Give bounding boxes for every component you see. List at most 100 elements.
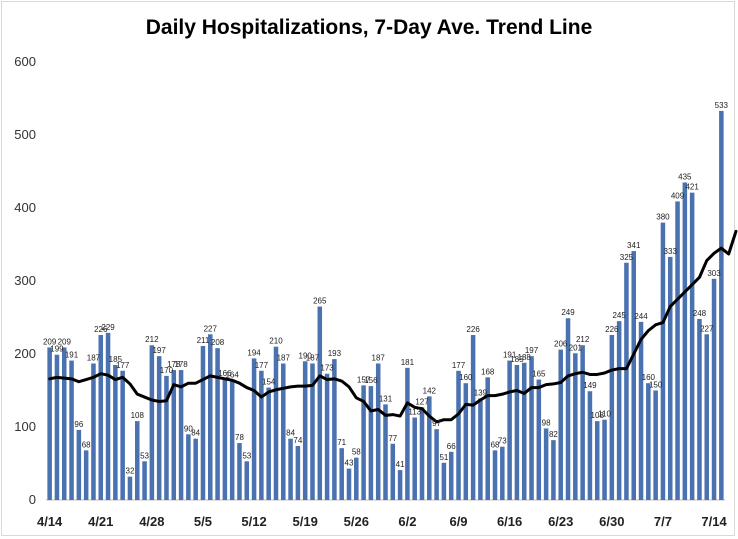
bar [602, 419, 607, 500]
data-label: 244 [634, 312, 648, 321]
bar [105, 332, 111, 500]
data-label: 187 [87, 353, 101, 362]
data-label: 139 [474, 389, 488, 398]
x-tick-label: 6/9 [449, 514, 467, 529]
bar [346, 468, 352, 500]
data-label: 193 [328, 349, 342, 358]
data-label: 227 [700, 324, 714, 333]
data-label: 229 [101, 323, 115, 332]
data-label: 77 [388, 434, 397, 443]
bar [281, 363, 286, 500]
bar [317, 306, 323, 500]
bar [310, 363, 315, 500]
data-label: 68 [82, 440, 91, 449]
data-label: 206 [554, 340, 568, 349]
bar [375, 363, 381, 500]
bar [113, 364, 118, 500]
bar [324, 373, 330, 500]
bar [704, 334, 710, 500]
bar [251, 358, 257, 500]
bar [259, 370, 264, 500]
bar [200, 345, 206, 500]
bar [434, 429, 439, 500]
trend-line [48, 229, 738, 424]
bar [178, 370, 184, 500]
bar [54, 354, 60, 500]
data-label: 74 [293, 436, 302, 445]
data-label: 166 [218, 369, 232, 378]
data-label: 84 [286, 429, 295, 438]
x-tick-label: 6/2 [398, 514, 416, 529]
data-label: 533 [715, 101, 729, 110]
bar [237, 443, 242, 500]
data-label: 90 [184, 424, 193, 433]
y-tick-label: 400 [14, 200, 36, 215]
bar [448, 451, 454, 500]
data-label: 165 [532, 370, 546, 379]
x-tick-label: 4/14 [37, 514, 63, 529]
bar [244, 461, 250, 500]
data-label: 245 [612, 311, 626, 320]
data-label: 142 [423, 386, 437, 395]
data-label: 341 [627, 241, 641, 250]
y-tick-label: 300 [14, 273, 36, 288]
data-label: 185 [510, 355, 524, 364]
bar [558, 349, 563, 500]
bar [580, 345, 585, 500]
bar [419, 407, 425, 500]
data-label: 82 [549, 430, 558, 439]
data-label: 41 [396, 460, 405, 469]
x-tick-label: 6/16 [497, 514, 522, 529]
data-label: 333 [664, 247, 678, 256]
data-label: 156 [364, 376, 378, 385]
bar [638, 321, 644, 500]
data-label: 108 [591, 411, 605, 420]
bar [383, 404, 388, 500]
bar [149, 345, 155, 500]
x-tick-label: 4/28 [139, 514, 164, 529]
bar [689, 192, 695, 501]
data-label: 248 [693, 309, 707, 318]
data-label: 185 [109, 355, 123, 364]
data-label: 191 [65, 351, 79, 360]
bar [500, 446, 505, 500]
data-label: 66 [447, 442, 456, 451]
data-label: 160 [459, 373, 473, 382]
bar [492, 450, 498, 500]
bar [616, 321, 622, 500]
bar [667, 256, 673, 500]
bar [164, 375, 169, 500]
bar [69, 360, 74, 500]
x-tick-label: 5/26 [344, 514, 369, 529]
bar [441, 462, 447, 500]
data-label: 190 [299, 351, 313, 360]
data-label: 187 [306, 353, 320, 362]
data-label: 181 [401, 358, 415, 367]
bar [405, 367, 410, 500]
bar [295, 445, 301, 500]
x-tick-label: 6/30 [599, 514, 624, 529]
bar [76, 429, 82, 500]
data-label: 210 [269, 337, 283, 346]
data-label: 149 [583, 381, 597, 390]
bar [456, 370, 461, 500]
data-label: 249 [561, 308, 575, 317]
data-label: 173 [320, 364, 334, 373]
data-label: 226 [605, 325, 619, 334]
data-label: 199 [50, 345, 64, 354]
bar [193, 438, 198, 500]
bar [470, 335, 476, 500]
data-label: 68 [491, 440, 500, 449]
data-label: 226 [94, 325, 108, 334]
bar [536, 379, 542, 500]
bar [653, 390, 658, 500]
data-label: 73 [498, 437, 507, 446]
bar [463, 383, 469, 500]
data-label: 208 [211, 338, 225, 347]
data-label: 227 [204, 324, 218, 333]
bar [624, 262, 629, 500]
data-label: 177 [255, 361, 269, 370]
bar [127, 476, 133, 500]
y-tick-label: 600 [14, 54, 36, 69]
x-tick-label: 5/5 [194, 514, 212, 529]
